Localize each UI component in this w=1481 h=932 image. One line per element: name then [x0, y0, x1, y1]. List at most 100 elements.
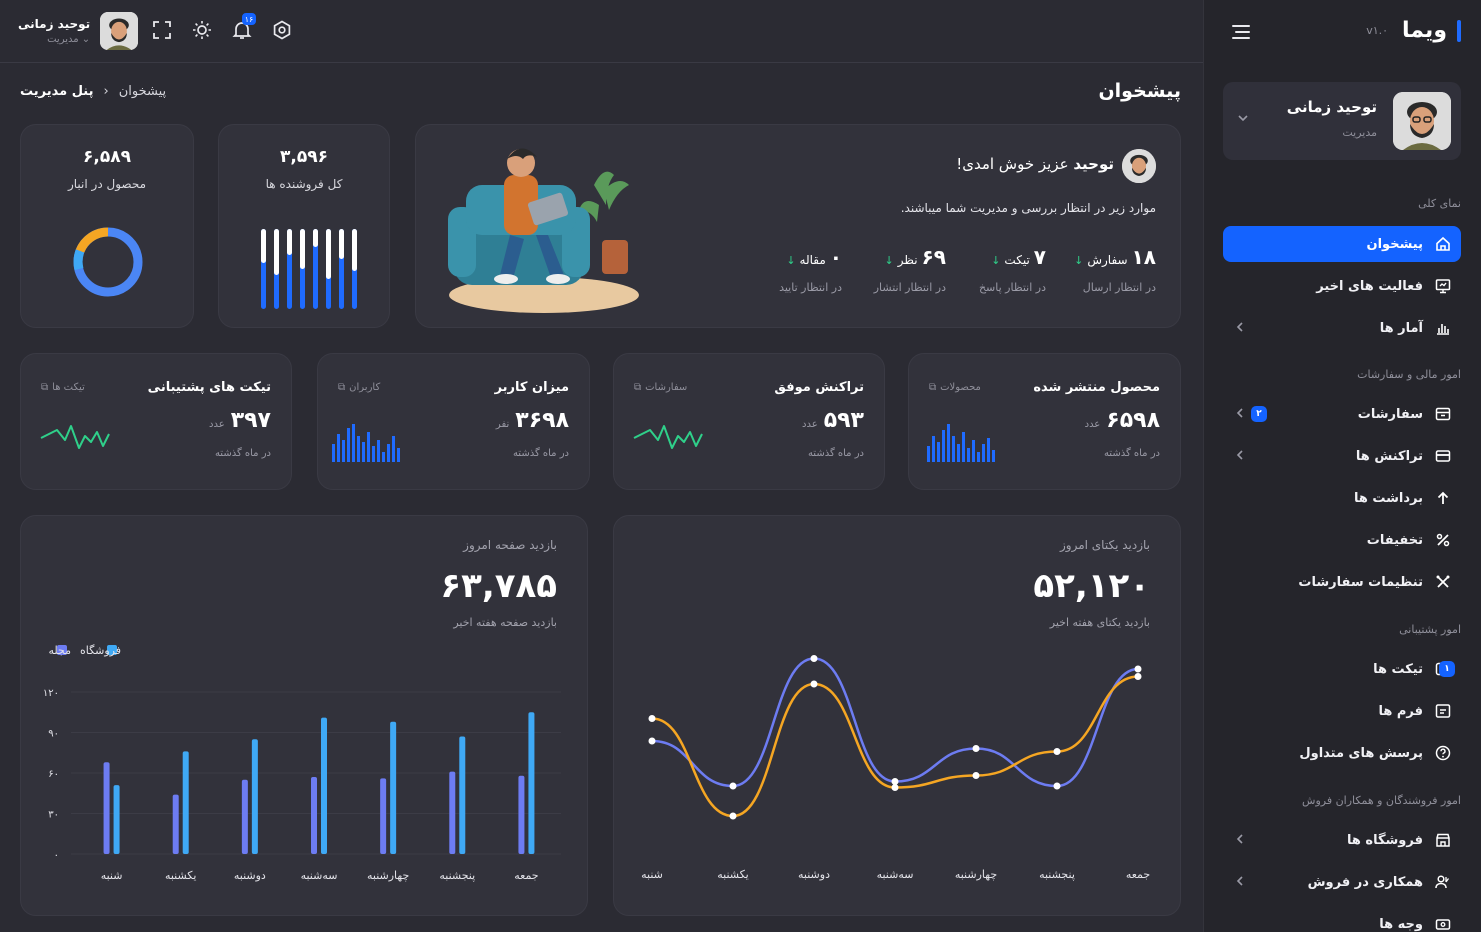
topbar-user[interactable]: توحید زمانی ⌄ مدیریت [18, 12, 139, 50]
kpi-subtitle: در ماه گذشته [214, 448, 271, 459]
sun-icon[interactable] [192, 20, 212, 40]
sidebar-item-label: وجه ها [1379, 916, 1423, 932]
sidebar-item-transactions[interactable]: تراکنش ها [1223, 438, 1461, 474]
sidebar-item-orders[interactable]: سفارشات ۲ [1223, 396, 1461, 432]
external-link-icon: ⧉ [41, 382, 49, 393]
sidebar-item-funds[interactable]: وجه ها [1223, 906, 1461, 932]
home-icon [1435, 236, 1451, 252]
chevron-left-icon[interactable] [1235, 833, 1245, 845]
kpi-unit: نفر [495, 419, 510, 430]
pending-status: در انتظار ارسال [1082, 281, 1156, 294]
menu-toggle-icon[interactable] [1230, 22, 1252, 42]
gear-icon[interactable] [272, 20, 292, 40]
line-point [1134, 673, 1142, 680]
pending-status: در انتظار پاسخ [978, 281, 1046, 294]
x-tick-label: شنبه [101, 869, 123, 882]
sidebar-item-recent-activity[interactable]: فعالیت های اخیر [1223, 268, 1461, 304]
kpi-card-tickets: تیکت های پشتیبانی تیکت ها ⧉ ۳۹۷ عدد در ماه… [20, 353, 292, 490]
chevron-left-icon[interactable] [1235, 449, 1245, 461]
kpi-wave-graphic [632, 420, 704, 454]
sellers-bars [261, 229, 357, 309]
bar-1 [321, 717, 327, 854]
arrow-down-icon: ↓ [991, 254, 1001, 267]
arrow-down-icon: ↓ [786, 254, 796, 267]
chart-big-value: ۵۲,۱۲۰ [1033, 566, 1150, 606]
sidebar-item-label: تراکنش ها [1355, 448, 1423, 464]
line-point [1053, 782, 1061, 790]
kpi-wave-graphic [39, 420, 111, 454]
page-visits-card: بازدید صفحه امروز ۶۳,۷۸۵ بازدید صفحه هفت… [20, 515, 588, 916]
kpi-value: ۵۹۳ [823, 408, 864, 433]
sidebar-item-forms[interactable]: فرم ها [1223, 693, 1461, 729]
stat-label: کل فروشنده ها [265, 177, 343, 191]
x-tick-label: جمعه [1126, 868, 1150, 881]
sidebar-item-label: سفارشات [1357, 406, 1423, 422]
sidebar-item-tickets[interactable]: تیکت ها ۱ [1223, 651, 1461, 687]
sidebar-item-affiliate[interactable]: همکاری در فروش [1223, 864, 1461, 900]
line-point [891, 784, 899, 791]
sidebar-item-label: برداشت ها [1353, 490, 1423, 506]
line-point [1053, 748, 1061, 755]
kpi-link-text: سفارشات [645, 382, 688, 393]
fullscreen-icon[interactable] [152, 20, 172, 40]
x-tick-label: چهارشنبه [955, 868, 997, 881]
pending-tickets[interactable]: ۷ تیکت ↓ در انتظار پاسخ [979, 245, 1046, 294]
kpi-link[interactable]: تیکت ها ⧉ [41, 382, 85, 393]
legend-swatch [57, 645, 67, 655]
chart-title: بازدید صفحه امروز [463, 538, 557, 552]
pending-unit: سفارش [1087, 253, 1128, 267]
chart-big-value: ۶۳,۷۸۵ [440, 566, 557, 606]
section-overview: نمای کلی [1418, 197, 1461, 210]
pending-comments[interactable]: ۶۹ نظر ↓ در انتظار انتشار [874, 245, 946, 294]
x-tick-label: دوشنبه [798, 868, 830, 881]
avatar [1122, 149, 1156, 183]
chart-caption: بازدید یکتای هفته اخیر [1049, 616, 1150, 629]
x-tick-label: جمعه [514, 869, 538, 882]
chevron-left-icon[interactable] [1235, 321, 1245, 333]
kpi-unit: عدد [802, 419, 818, 430]
bar-0 [518, 775, 525, 854]
sidebar-profile-card[interactable]: توحید زمانی مدیریت [1223, 82, 1461, 160]
external-link-icon: ⧉ [929, 382, 937, 393]
welcome-subtitle: موارد زیر در انتظار بررسی و مدیریت شما م… [900, 201, 1156, 215]
sidebar-item-discounts[interactable]: تخفیفات [1223, 522, 1461, 558]
x-tick-label: پنجشنبه [1039, 868, 1075, 881]
chevron-down-icon[interactable] [1237, 112, 1249, 124]
kpi-link[interactable]: سفارشات ⧉ [634, 382, 687, 393]
chevron-left-icon[interactable] [1235, 875, 1245, 887]
pending-articles[interactable]: ۰ مقاله ↓ در انتظار تایید [779, 245, 842, 294]
sidebar-item-stats[interactable]: آمار ها [1223, 310, 1461, 346]
breadcrumb-link[interactable]: پنل مدیریت [20, 84, 94, 99]
welcome-greeting: عزیز خوش امدی! [956, 155, 1074, 173]
sidebar: ویما v۱.۰ توحید زمانی مدیریت نمای کلی پی… [1203, 0, 1481, 932]
bar-1 [528, 712, 535, 854]
line-series-1 [651, 675, 1139, 818]
pending-count: ۷ [1033, 245, 1046, 269]
sidebar-item-withdrawals[interactable]: برداشت ها [1223, 480, 1461, 516]
brand-accent-bar [1457, 19, 1461, 42]
bar-1 [113, 785, 120, 854]
kpi-title: تراکنش موفق [774, 380, 864, 395]
pending-orders[interactable]: ۱۸ سفارش ↓ در انتظار ارسال [1074, 245, 1156, 294]
kpi-bars-graphic [332, 422, 402, 462]
tools-icon [1435, 574, 1451, 590]
sidebar-item-label: تیکت ها [1373, 661, 1423, 677]
stock-donut-graphic [71, 225, 145, 299]
sidebar-item-dashboard[interactable]: پیشخوان [1223, 226, 1461, 262]
kpi-link[interactable]: محصولات ⧉ [929, 382, 981, 393]
sidebar-item-label: آمار ها [1379, 320, 1423, 336]
avatar [1393, 92, 1451, 150]
sidebar-item-stores[interactable]: فروشگاه ها [1223, 822, 1461, 858]
sidebar-item-faq[interactable]: پرسش های متداول [1223, 735, 1461, 771]
x-tick-label: یکشنبه [165, 869, 197, 882]
bar-0 [449, 771, 456, 854]
section-support: امور پشتیبانی [1399, 623, 1461, 636]
x-tick-label: یکشنبه [717, 868, 749, 881]
pending-unit: تیکت [1004, 253, 1030, 267]
bar-1 [459, 736, 466, 854]
brand[interactable]: ویما v۱.۰ [1366, 18, 1461, 43]
chevron-left-icon[interactable] [1235, 407, 1245, 419]
kpi-link[interactable]: کاربران ⧉ [338, 382, 380, 393]
sidebar-item-order-settings[interactable]: تنظیمات سفارشات [1223, 564, 1461, 600]
bar-0 [172, 794, 179, 854]
